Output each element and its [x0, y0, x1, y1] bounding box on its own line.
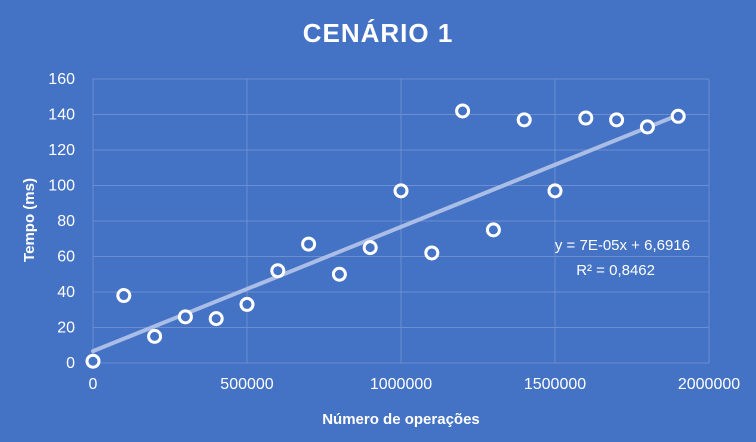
x-axis-tick-labels: 0 500000 1000000 1500000 2000000: [89, 376, 741, 393]
x-tick-label: 1000000: [370, 376, 432, 393]
data-point: [424, 245, 440, 261]
y-axis-tick-labels: 0 20 40 60 80 100 120 140 160: [48, 71, 75, 372]
data-point: [177, 309, 193, 325]
y-tick-label: 120: [48, 142, 75, 159]
trendline-r-squared: R² = 0,8462: [576, 262, 655, 279]
data-point: [547, 183, 563, 199]
y-tick-label: 0: [66, 355, 75, 372]
y-tick-label: 40: [57, 284, 75, 301]
x-tick-label: 1500000: [524, 376, 586, 393]
data-point: [639, 119, 655, 135]
trendline-equation: y = 7E-05x + 6,6916: [555, 237, 690, 254]
y-axis-title: Tempo (ms): [21, 178, 38, 262]
x-tick-label: 500000: [220, 376, 273, 393]
y-tick-label: 80: [57, 213, 75, 230]
y-tick-label: 20: [57, 320, 75, 337]
y-tick-label: 100: [48, 178, 75, 195]
data-points: [85, 103, 686, 369]
data-point: [362, 240, 378, 256]
data-point: [208, 311, 224, 327]
data-point: [516, 112, 532, 128]
data-point: [147, 328, 163, 344]
data-point: [331, 266, 347, 282]
data-point: [393, 183, 409, 199]
x-tick-label: 0: [89, 376, 98, 393]
data-point: [609, 112, 625, 128]
data-point: [485, 222, 501, 238]
y-tick-label: 140: [48, 107, 75, 124]
data-point: [85, 353, 101, 369]
data-point: [670, 108, 686, 124]
x-axis-title: Número de operações: [322, 411, 480, 428]
data-point: [455, 103, 471, 119]
data-point: [578, 110, 594, 126]
chart-title: CENÁRIO 1: [303, 18, 454, 48]
data-point: [301, 236, 317, 252]
data-point: [239, 296, 255, 312]
data-point: [116, 288, 132, 304]
data-point: [270, 263, 286, 279]
y-tick-label: 160: [48, 71, 75, 88]
y-tick-label: 60: [57, 249, 75, 266]
x-tick-label: 2000000: [678, 376, 740, 393]
